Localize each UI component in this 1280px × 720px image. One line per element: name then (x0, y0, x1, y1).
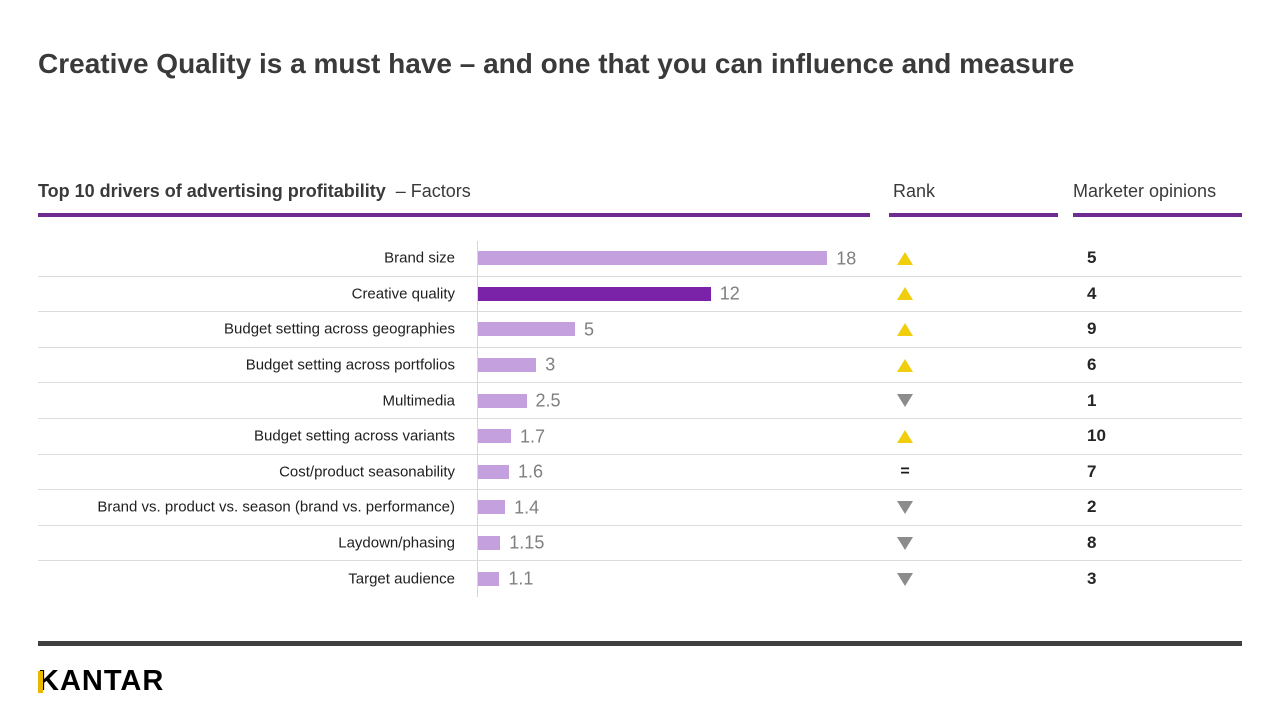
logo-accent-bar (38, 671, 43, 693)
bar-value-label: 3 (545, 354, 556, 375)
bar-highlighted (478, 286, 711, 301)
kantar-logo: KANTAR (38, 667, 164, 696)
bar-value-label: 12 (719, 283, 740, 304)
rank-cell (895, 393, 915, 409)
chart-row: Creative quality 12 4 (38, 277, 1242, 313)
marketer-opinion-value: 2 (1087, 497, 1097, 517)
factor-label: Budget setting across variants (254, 427, 455, 445)
rank-cell (895, 535, 915, 551)
rank-cell (895, 286, 915, 302)
bar (478, 251, 828, 266)
rank-column-header: Rank (889, 181, 1058, 217)
rank-up-icon (897, 322, 913, 336)
bar (478, 536, 501, 551)
factor-label: Cost/product seasonability (279, 463, 455, 481)
logo-text: KANTAR (38, 665, 165, 697)
marketer-opinion-value: 10 (1087, 426, 1106, 446)
rank-down-icon (897, 572, 913, 586)
factors-header-bold: Top 10 drivers of advertising profitabil… (38, 181, 386, 201)
footer-divider (38, 641, 1242, 646)
bar (478, 393, 527, 408)
bar-value-label: 2.5 (535, 390, 561, 411)
bar-value-label: 18 (836, 248, 857, 269)
rank-cell (895, 357, 915, 373)
factor-label: Brand vs. product vs. season (brand vs. … (97, 498, 455, 516)
rank-cell (895, 571, 915, 587)
factor-label: Budget setting across geographies (224, 320, 455, 338)
chart-row: Budget setting across variants 1.7 10 (38, 419, 1242, 455)
rank-cell: = (895, 462, 915, 480)
bar-value-label: 1.15 (509, 532, 545, 553)
rank-up-icon (897, 358, 913, 372)
bar (478, 358, 537, 373)
bar (478, 572, 500, 587)
factor-label: Laydown/phasing (338, 534, 455, 552)
factor-label: Multimedia (382, 392, 455, 410)
bar-value-label: 1.1 (508, 568, 534, 589)
bar-value-label: 1.7 (519, 426, 545, 447)
rank-cell (895, 428, 915, 444)
marketer-opinion-value: 6 (1087, 355, 1097, 375)
factors-column-header: Top 10 drivers of advertising profitabil… (38, 181, 870, 217)
bar (478, 429, 511, 444)
chart-row: Multimedia 2.5 1 (38, 383, 1242, 419)
marketer-opinion-value: 8 (1087, 533, 1097, 553)
opinions-column-header: Marketer opinions (1073, 181, 1242, 217)
chart-row: Brand vs. product vs. season (brand vs. … (38, 490, 1242, 526)
axis-baseline (477, 241, 478, 597)
rank-cell (895, 250, 915, 266)
bar-value-label: 5 (584, 319, 595, 340)
marketer-opinion-value: 1 (1087, 390, 1097, 410)
rank-up-icon (897, 287, 913, 301)
bar (478, 322, 575, 337)
chart-row: Brand size 18 5 (38, 241, 1242, 277)
factor-label: Target audience (348, 570, 455, 588)
chart-row: Budget setting across portfolios 3 6 (38, 348, 1242, 384)
rank-up-icon (897, 429, 913, 443)
bar (478, 464, 510, 479)
bar-chart: Brand size 18 5 Creative quality 12 4 Budget s… (38, 241, 1242, 597)
chart-row: Cost/product seasonability 1.6 = 7 (38, 455, 1242, 491)
chart-row: Target audience 1.1 3 (38, 561, 1242, 597)
chart-row: Laydown/phasing 1.15 8 (38, 526, 1242, 562)
factor-label: Brand size (384, 249, 455, 267)
factor-label: Creative quality (351, 285, 455, 303)
bar-value-label: 1.4 (514, 497, 540, 518)
marketer-opinion-value: 7 (1087, 461, 1097, 481)
rank-cell (895, 499, 915, 515)
rank-equal-symbol: = (900, 462, 910, 480)
rank-down-icon (897, 536, 913, 550)
rank-down-icon (897, 394, 913, 408)
bar-value-label: 1.6 (518, 461, 544, 482)
marketer-opinion-value: 5 (1087, 248, 1097, 268)
marketer-opinion-value: 3 (1087, 569, 1097, 589)
chart-row: Budget setting across geographies 5 9 (38, 312, 1242, 348)
bar (478, 500, 506, 515)
marketer-opinion-value: 4 (1087, 283, 1097, 303)
rank-up-icon (897, 251, 913, 265)
factor-label: Budget setting across portfolios (245, 356, 455, 374)
rank-down-icon (897, 500, 913, 514)
factors-header-regular: – Factors (395, 181, 471, 201)
slide-title: Creative Quality is a must have – and on… (38, 48, 1075, 79)
marketer-opinion-value: 9 (1087, 319, 1097, 339)
rank-cell (895, 321, 915, 337)
